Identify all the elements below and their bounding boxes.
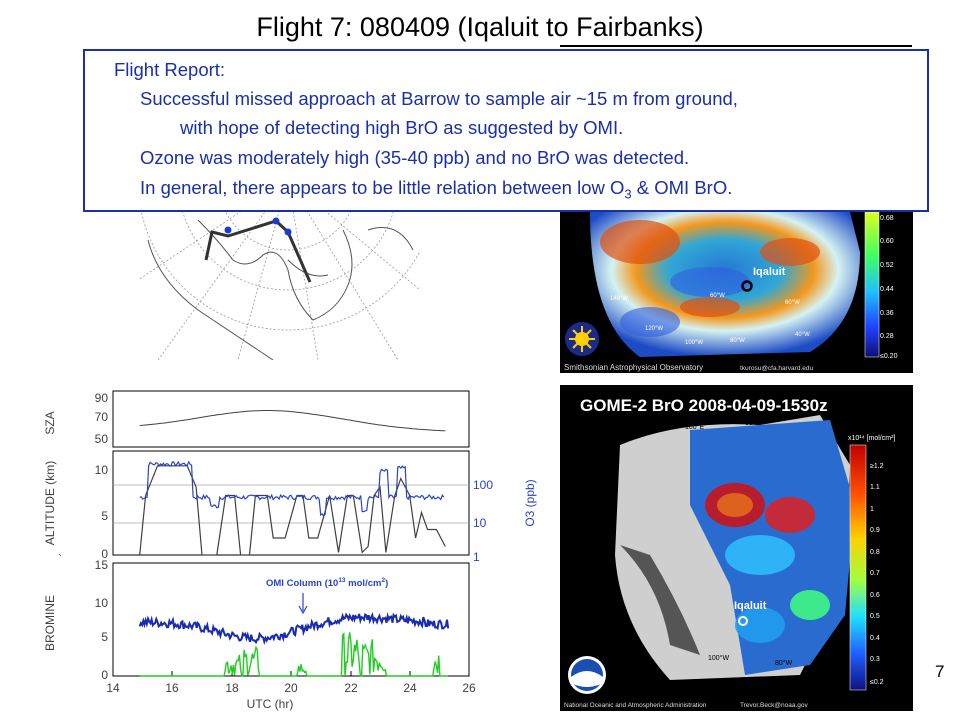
gome2-credit-right: Trevor.Beck@noaa.gov xyxy=(740,702,809,709)
x-tick: 20 xyxy=(284,681,298,695)
omi-colorbar-tick: 0.28 xyxy=(880,333,894,340)
omi-bro-map: 0.68 0.60 0.52 0.44 0.36 0.28 ≤0.20 140°… xyxy=(560,212,913,373)
sza-tick: 70 xyxy=(95,410,109,424)
gome2-colorbar-tick: 0.3 xyxy=(870,656,880,663)
omi-lon-label: 80°W xyxy=(730,338,745,344)
gome2-colorbar-tick: 1 xyxy=(870,506,874,513)
x-tick: 16 xyxy=(165,681,179,695)
gome2-colorbar-tick: 1.1 xyxy=(870,484,880,491)
omi-credit-right: tkurosu@cfa.harvard.edu xyxy=(740,365,813,372)
omi-lon-label: 140°W xyxy=(610,296,628,302)
sza-tick: 90 xyxy=(95,391,109,405)
gome2-colorbar-tick: 0.9 xyxy=(870,527,880,534)
altitude-tick: 5 xyxy=(101,509,108,523)
gome2-iqaluit-marker xyxy=(738,616,748,626)
x-axis-label: UTC (hr) xyxy=(247,697,294,711)
o3-axis-label: O3 (ppb) xyxy=(523,479,537,526)
omi-colorbar-tick: 0.44 xyxy=(880,286,894,293)
sza-series-line xyxy=(139,410,446,432)
omi-colorbar-tick: 0.68 xyxy=(880,215,894,222)
gome2-colorbar-tick: 0.5 xyxy=(870,613,880,620)
altitude-axis-label: ALTITUDE (km) xyxy=(43,461,57,545)
omi-colorbar-tick: ≤0.20 xyxy=(880,353,898,360)
flight-track xyxy=(204,219,312,283)
gome2-colorbar-tick: 0.7 xyxy=(870,570,880,577)
report-heading: Flight Report: xyxy=(114,59,226,80)
omi-lon-label: 100°W xyxy=(685,340,703,346)
slide-title: Flight 7: 080409 (Iqaluit to Fairbanks) xyxy=(256,12,704,42)
omi-column-annotation: OMI Column (1013 mol/cm2) xyxy=(266,577,388,589)
o3-tick: 10 xyxy=(473,516,487,530)
gome2-colorbar-tick: 0.4 xyxy=(870,635,880,642)
flight-report-box: Flight Report: Successful missed approac… xyxy=(83,49,929,212)
bromine-axis-label: BROMINE xyxy=(43,595,57,651)
gome2-bro-map: GOME-2 BrO 2008-04-09-1530z x10¹⁴ [mol/c… xyxy=(560,385,913,711)
omi-bro-series-line xyxy=(139,632,449,677)
x-tick: 22 xyxy=(344,681,358,695)
omi-colorbar-tick: 0.36 xyxy=(880,310,894,317)
altitude-tick: 10 xyxy=(95,463,109,477)
gome2-colorbar-tick: 0.6 xyxy=(870,592,880,599)
omi-lon-label: 60°W xyxy=(710,293,725,299)
x-tick: 24 xyxy=(403,681,417,695)
bromine-tick: 15 xyxy=(95,558,109,572)
omi-iqaluit-label: Iqaluit xyxy=(753,266,786,278)
x-tick: 18 xyxy=(225,681,239,695)
sza-panel xyxy=(112,390,470,448)
omi-colorbar-tick: 0.52 xyxy=(880,262,894,269)
sza-tick: 50 xyxy=(95,432,109,446)
omi-lon-label: 120°W xyxy=(645,326,663,332)
omi-lon-label: 60°W xyxy=(785,300,800,306)
o3-tick: 100 xyxy=(473,478,493,492)
omi-lon-label: 40°W xyxy=(795,332,810,338)
ozone-series-line xyxy=(139,460,445,517)
x-tick: 26 xyxy=(462,681,476,695)
gome2-lon-label: 100°E xyxy=(685,423,704,431)
noaa-logo-icon xyxy=(568,656,606,694)
gome2-lon-label: 100°W xyxy=(708,654,729,662)
gome2-colorbar-tick: 0.8 xyxy=(870,549,880,556)
omi-arrow-icon xyxy=(298,593,308,615)
flight-track-waypoints xyxy=(224,217,292,236)
x-tick: 14 xyxy=(106,681,120,695)
report-line-2: with hope of detecting high BrO as sugge… xyxy=(180,117,624,138)
altitude-series-line xyxy=(139,465,446,556)
gome2-credit-left: National Oceanic and Atmospheric Adminis… xyxy=(564,702,707,709)
report-line-4: In general, there appears to be little r… xyxy=(140,177,733,202)
omi-colorbar-tick: 0.60 xyxy=(880,238,894,245)
gome2-title: GOME-2 BrO 2008-04-09-1530z xyxy=(580,396,828,415)
gome2-colorbar-tick: ≥1.2 xyxy=(870,463,884,470)
sza-axis-label: SZA xyxy=(43,411,57,434)
omi-iqaluit-marker xyxy=(741,280,753,292)
gome2-lon-label: 80°E xyxy=(745,419,761,427)
gome2-colorbar-unit: x10¹⁴ [mol/cm²] xyxy=(848,435,895,442)
altitude-tick: 0 xyxy=(101,547,108,561)
gome2-colorbar-tick: ≤0.2 xyxy=(870,679,884,686)
report-line-1: Successful missed approach at Barrow to … xyxy=(140,88,738,109)
bromine-tick: 0 xyxy=(101,668,108,682)
stray-tick-mark: ` xyxy=(58,552,62,566)
gome2-lon-label: 80°W xyxy=(775,659,793,667)
bromine-series-line xyxy=(138,611,450,646)
gome2-iqaluit-label: Iqaluit xyxy=(734,600,767,612)
flight-data-plot: SZA ALTITUDE (km) BROMINE ` O3 (ppb) 90 … xyxy=(43,390,537,711)
bromine-tick: 5 xyxy=(101,630,108,644)
o3-tick: 1 xyxy=(473,550,480,564)
report-line-3: Ozone was moderately high (35-40 ppb) an… xyxy=(140,147,690,168)
flight-track-map xyxy=(138,200,420,360)
altitude-panel xyxy=(112,450,470,556)
sao-logo-icon xyxy=(565,322,599,356)
bromine-tick: 10 xyxy=(95,596,109,610)
title-underline xyxy=(560,45,912,47)
omi-credit-left: Smithsonian Astrophysical Observatory xyxy=(564,363,703,372)
page-number: 7 xyxy=(935,662,945,681)
